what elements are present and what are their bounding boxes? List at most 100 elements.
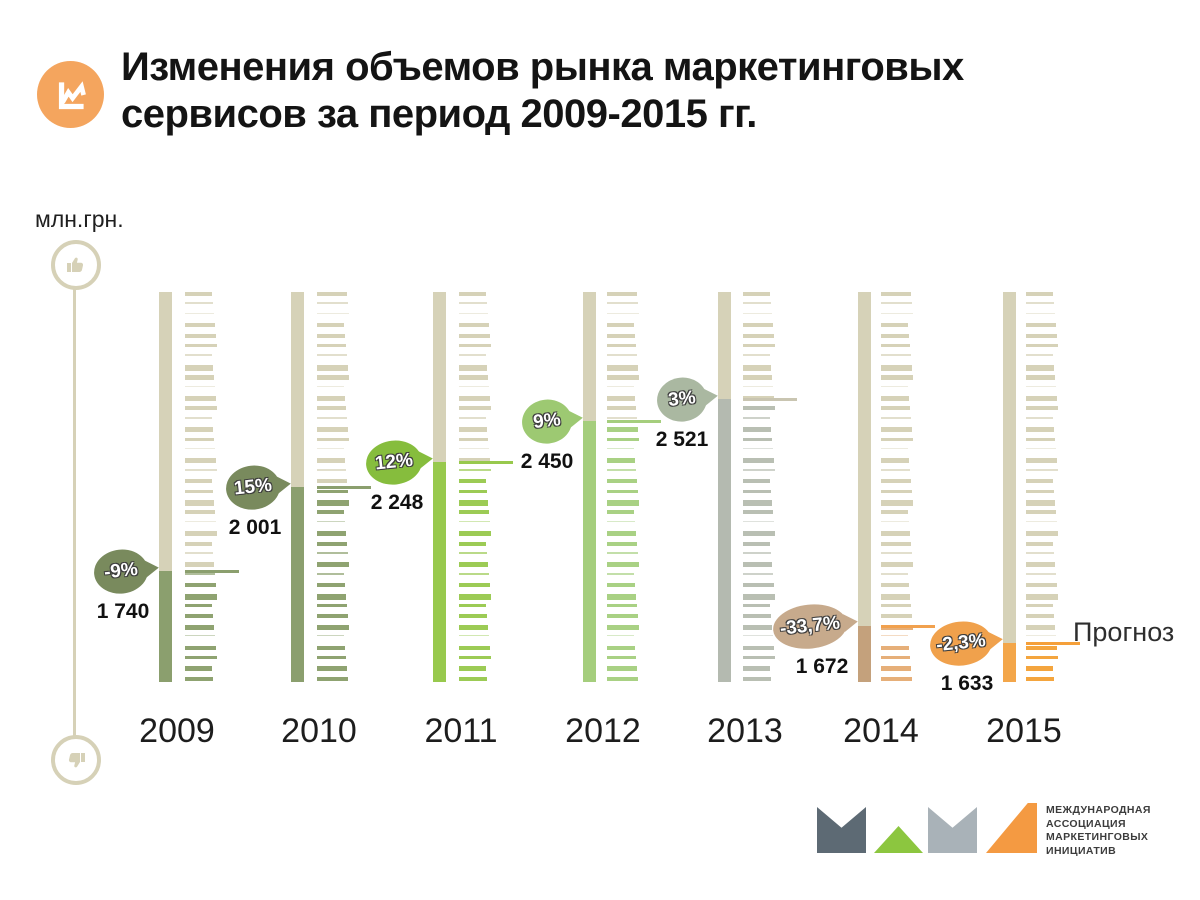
ruler-dash bbox=[881, 604, 911, 607]
ruler-dash bbox=[185, 302, 213, 305]
ruler-dash bbox=[607, 375, 639, 381]
ruler-dash bbox=[317, 344, 346, 347]
thumbs-up-icon bbox=[51, 240, 101, 290]
logo-letter-a bbox=[874, 826, 923, 853]
ruler-dash bbox=[607, 656, 636, 659]
ruler-dash bbox=[743, 448, 773, 449]
ruler-dash bbox=[185, 624, 214, 630]
ruler-dash bbox=[185, 552, 213, 554]
logo-letter-i bbox=[986, 803, 1037, 853]
ruler-dash bbox=[317, 396, 345, 401]
logo-letter-m2 bbox=[928, 807, 977, 853]
ruler-dash bbox=[607, 572, 634, 575]
bar-track bbox=[858, 292, 871, 682]
year-label: 2009 bbox=[139, 712, 215, 750]
value-label: 1 740 bbox=[96, 600, 150, 623]
ruler-dash bbox=[185, 593, 217, 600]
logo-association-name: МЕЖДУНАРОДНАЯ АССОЦИАЦИЯ МАРКЕТИНГОВЫХ И… bbox=[1046, 804, 1151, 857]
ruler-dash bbox=[459, 510, 489, 515]
ruler-dash bbox=[743, 624, 772, 630]
ruler-dash bbox=[317, 645, 345, 650]
logo-letter-m1 bbox=[817, 807, 866, 853]
ruler-dash bbox=[185, 614, 213, 619]
ruler-dash bbox=[881, 344, 910, 347]
ruler-dash bbox=[459, 635, 489, 637]
ruler-dash bbox=[459, 572, 489, 575]
ruler-dash bbox=[185, 354, 212, 357]
ruler-dash bbox=[185, 292, 212, 296]
ruler-dash bbox=[1026, 572, 1056, 575]
ruler-dash bbox=[317, 333, 345, 338]
ruler-dash bbox=[185, 666, 212, 672]
ruler-dash bbox=[743, 593, 775, 600]
sentiment-rail-line bbox=[73, 288, 76, 737]
value-label: 1 672 bbox=[795, 655, 849, 678]
ruler-dash bbox=[881, 500, 913, 506]
value-level-line bbox=[1026, 642, 1080, 645]
ruler-dash bbox=[459, 364, 487, 371]
ruler-dash bbox=[743, 406, 775, 411]
ruler-dash bbox=[459, 552, 487, 554]
ruler-dash bbox=[743, 552, 771, 554]
ruler-dash bbox=[1026, 500, 1055, 506]
ruler-dash bbox=[1026, 676, 1054, 681]
ruler-dash bbox=[743, 416, 770, 419]
ruler-dash bbox=[459, 593, 491, 600]
ruler-dash bbox=[607, 468, 636, 471]
ruler-dash bbox=[607, 302, 638, 305]
ruler-dash bbox=[743, 468, 775, 471]
ruler-dash bbox=[743, 635, 773, 637]
ruler-dash bbox=[185, 333, 216, 338]
ruler-dash bbox=[1026, 323, 1056, 328]
ruler-dash bbox=[607, 520, 635, 522]
value-label: 2 001 bbox=[228, 516, 282, 539]
ruler-dash bbox=[317, 510, 344, 515]
ruler-dash bbox=[185, 583, 216, 588]
bar-fill bbox=[159, 571, 172, 682]
ruler-dash bbox=[1026, 344, 1058, 347]
bar-track bbox=[1003, 292, 1016, 682]
percent-change-label: -2,3% bbox=[927, 618, 995, 669]
ruler-dash bbox=[1026, 489, 1054, 493]
declining-line-chart-icon bbox=[37, 61, 104, 128]
thumbs-down-icon bbox=[51, 735, 101, 785]
ruler-dash bbox=[185, 416, 212, 419]
percent-change-leaf: -9% bbox=[91, 546, 161, 597]
ruler-dash bbox=[607, 510, 634, 515]
ruler-dash bbox=[185, 437, 214, 441]
ruler-dash bbox=[881, 406, 910, 411]
ruler-dash bbox=[1026, 427, 1054, 433]
ruler-dash bbox=[185, 541, 212, 546]
ruler-dash bbox=[881, 593, 910, 600]
ruler-dash bbox=[881, 302, 912, 305]
ruler-dash bbox=[459, 500, 488, 506]
ruler-dash bbox=[185, 344, 217, 347]
ruler-dash bbox=[607, 635, 634, 637]
leaf-tip bbox=[275, 474, 292, 495]
year-label: 2010 bbox=[281, 712, 357, 750]
ruler-dash bbox=[317, 448, 344, 449]
ruler-dash bbox=[317, 292, 347, 296]
bar-fill bbox=[1003, 643, 1016, 682]
ruler-dash bbox=[185, 427, 213, 433]
ruler-dash bbox=[607, 624, 639, 630]
ruler-dash bbox=[743, 583, 774, 588]
ruler-dash bbox=[317, 562, 349, 568]
percent-change-label: 15% bbox=[223, 462, 283, 513]
ruler-dash bbox=[317, 458, 345, 464]
bar-fill bbox=[718, 399, 731, 682]
ruler-dash bbox=[607, 333, 635, 338]
page-title: Изменения объемов рынка маркетинговых се… bbox=[121, 44, 964, 138]
ruler-dash bbox=[459, 427, 487, 433]
ruler-dash bbox=[317, 375, 349, 381]
ruler-dash bbox=[607, 531, 636, 537]
y-axis-unit-label: млн.грн. bbox=[35, 206, 124, 232]
ruler-dash bbox=[743, 344, 775, 347]
ruler-dash bbox=[607, 593, 636, 600]
ruler-dash bbox=[459, 624, 488, 630]
leaf-tip bbox=[567, 408, 584, 429]
ruler-dash bbox=[607, 385, 634, 387]
ruler-dash bbox=[459, 448, 489, 449]
ruler-dash bbox=[881, 396, 909, 401]
